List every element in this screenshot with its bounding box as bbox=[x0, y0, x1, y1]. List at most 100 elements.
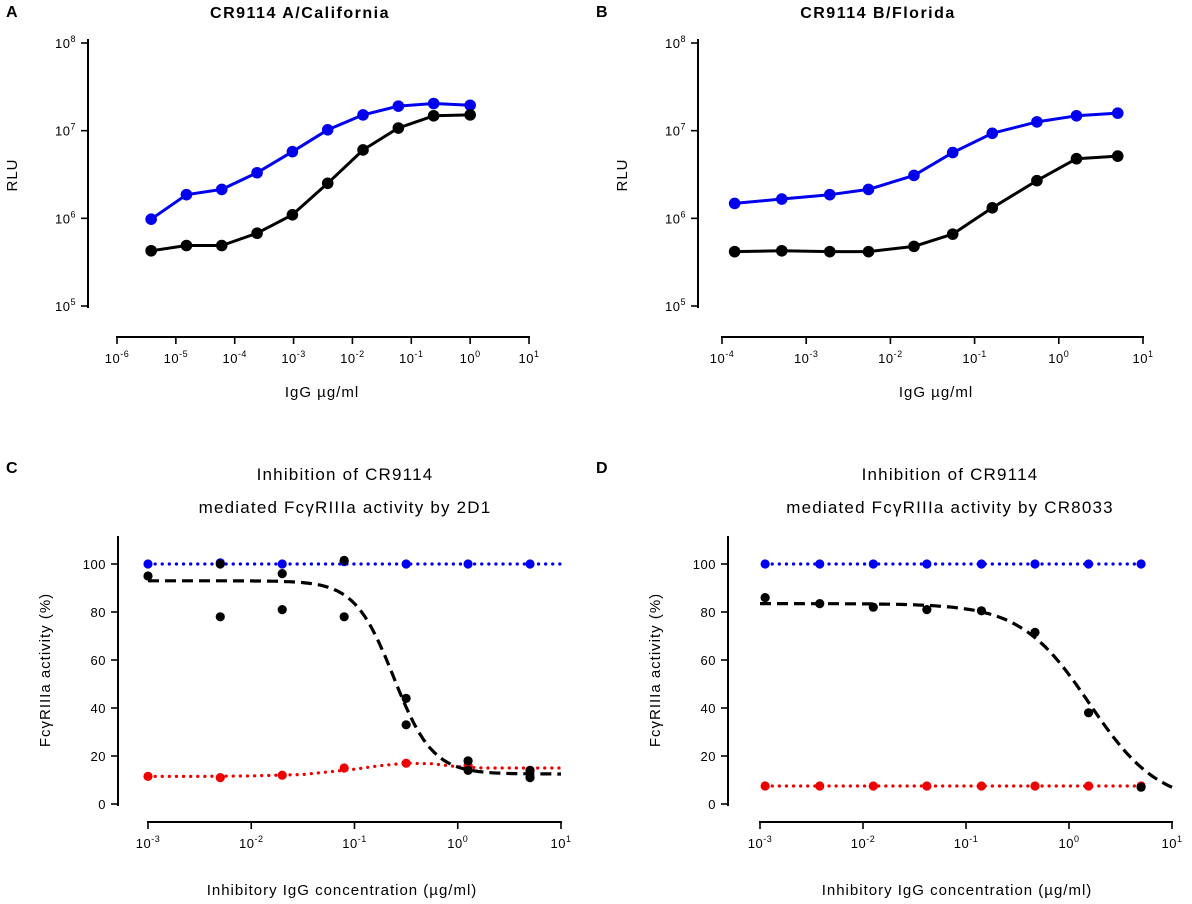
data-point-blue bbox=[180, 188, 193, 201]
data-point-black bbox=[357, 144, 369, 156]
title-c-line2: mediated FcγRIIIa activity by 2D1 bbox=[199, 498, 492, 517]
series-blue bbox=[145, 97, 476, 226]
xlabel-a: IgG µg/ml bbox=[285, 384, 359, 401]
x-tick-label: 10-2 bbox=[340, 349, 364, 366]
data-point-black bbox=[922, 605, 932, 615]
data-point-black bbox=[908, 240, 920, 253]
y-tick-label: 0 bbox=[98, 797, 106, 812]
data-point-black bbox=[143, 571, 153, 581]
panel-a: 10-6 10-5 10-4 10-3 10-2 10-1 100 101 105 106 107 1… bbox=[55, 34, 539, 366]
fit-curve-red bbox=[146, 761, 563, 778]
data-point-blue bbox=[946, 146, 959, 159]
x-tick-label: 10-1 bbox=[399, 349, 423, 366]
data-point-black bbox=[823, 245, 836, 258]
ylabel-b: RLU bbox=[614, 158, 631, 191]
data-point-blue bbox=[357, 109, 369, 121]
data-point-blue bbox=[922, 559, 932, 569]
panel-label-d: D bbox=[596, 460, 608, 477]
data-point-blue bbox=[1136, 559, 1146, 569]
data-point-blue bbox=[143, 559, 153, 569]
x-tick-label: 10-4 bbox=[222, 349, 246, 366]
x-tick-label: 100 bbox=[1059, 834, 1080, 851]
data-point-black bbox=[946, 228, 959, 240]
data-point-red bbox=[976, 781, 987, 791]
data-point-black bbox=[868, 602, 878, 612]
fit-curve-black bbox=[148, 579, 561, 776]
data-point-red bbox=[868, 781, 878, 791]
panel-c: 10-3 10-2 10-1 100 101 0 20 40 60 80 100 bbox=[83, 536, 572, 851]
data-point-black bbox=[1136, 782, 1146, 792]
data-point-red bbox=[815, 781, 825, 791]
data-point-blue bbox=[427, 97, 440, 110]
x-tick-label: 101 bbox=[1162, 834, 1183, 851]
data-point-blue bbox=[1030, 559, 1040, 569]
title-a: CR9114 A/California bbox=[210, 5, 390, 22]
series-red bbox=[760, 781, 1146, 791]
data-point-black bbox=[1070, 152, 1083, 165]
y-tick-label: 105 bbox=[665, 297, 686, 314]
y-tick-label: 80 bbox=[91, 605, 106, 620]
series-line-blue bbox=[733, 111, 1120, 205]
title-c-line1: Inhibition of CR9114 bbox=[257, 465, 434, 484]
x-tick-label: 10-2 bbox=[851, 834, 875, 851]
series-black bbox=[728, 150, 1124, 258]
data-point-black bbox=[321, 177, 334, 190]
x-tick-label: 10-3 bbox=[136, 834, 160, 851]
data-point-blue bbox=[463, 559, 473, 569]
data-point-blue bbox=[286, 145, 299, 158]
x-tick-label: 101 bbox=[551, 834, 572, 851]
series-blue bbox=[143, 557, 563, 569]
y-tick-label: 60 bbox=[701, 653, 716, 668]
data-point-blue bbox=[321, 123, 334, 136]
x-tick-label: 100 bbox=[1048, 349, 1069, 366]
data-point-blue bbox=[464, 99, 476, 112]
data-point-black bbox=[1083, 708, 1094, 718]
data-point-black bbox=[976, 606, 987, 616]
data-point-blue bbox=[251, 166, 263, 179]
data-point-black bbox=[728, 245, 741, 258]
x-tick-label: 10-2 bbox=[239, 834, 263, 851]
series-line-black bbox=[149, 113, 472, 253]
data-point-black bbox=[463, 756, 473, 766]
x-tick-label: 10-1 bbox=[962, 349, 986, 366]
data-point-red bbox=[143, 771, 153, 782]
data-point-black bbox=[339, 555, 349, 566]
data-point-blue bbox=[215, 183, 228, 196]
x-tick-label: 10-2 bbox=[878, 349, 902, 366]
series-blue bbox=[728, 107, 1124, 210]
x-tick-label: 10-3 bbox=[748, 834, 772, 851]
data-point-red bbox=[215, 773, 225, 783]
y-tick-label: 100 bbox=[83, 557, 106, 572]
data-point-red bbox=[922, 781, 932, 791]
y-tick-label: 108 bbox=[55, 34, 76, 51]
data-point-black bbox=[215, 612, 225, 622]
data-point-black bbox=[145, 244, 157, 257]
x-tick-label: 10-3 bbox=[794, 349, 818, 366]
data-point-black bbox=[215, 239, 228, 252]
series-blue bbox=[760, 559, 1146, 569]
data-point-blue bbox=[145, 213, 157, 226]
y-tick-label: 106 bbox=[55, 209, 76, 226]
y-tick-label: 40 bbox=[701, 701, 716, 716]
data-point-blue bbox=[277, 559, 287, 569]
xlabel-b: IgG µg/ml bbox=[899, 384, 973, 401]
x-tick-label: 10-5 bbox=[164, 349, 188, 366]
y-tick-label: 100 bbox=[693, 557, 716, 572]
data-point-black bbox=[1111, 150, 1124, 162]
data-point-black bbox=[1030, 627, 1040, 638]
series-red bbox=[143, 758, 563, 783]
data-point-blue bbox=[1031, 116, 1043, 128]
data-point-blue bbox=[1083, 559, 1094, 569]
data-point-blue bbox=[986, 127, 999, 140]
data-point-black bbox=[286, 209, 299, 221]
series-black bbox=[760, 593, 1173, 792]
data-point-black bbox=[401, 720, 411, 730]
data-point-red bbox=[760, 781, 770, 791]
panel-label-b: B bbox=[596, 4, 608, 21]
data-point-blue bbox=[976, 559, 987, 569]
y-tick-label: 105 bbox=[55, 297, 76, 314]
data-point-black bbox=[986, 202, 999, 214]
series-black bbox=[145, 109, 476, 257]
data-point-blue bbox=[401, 559, 411, 569]
